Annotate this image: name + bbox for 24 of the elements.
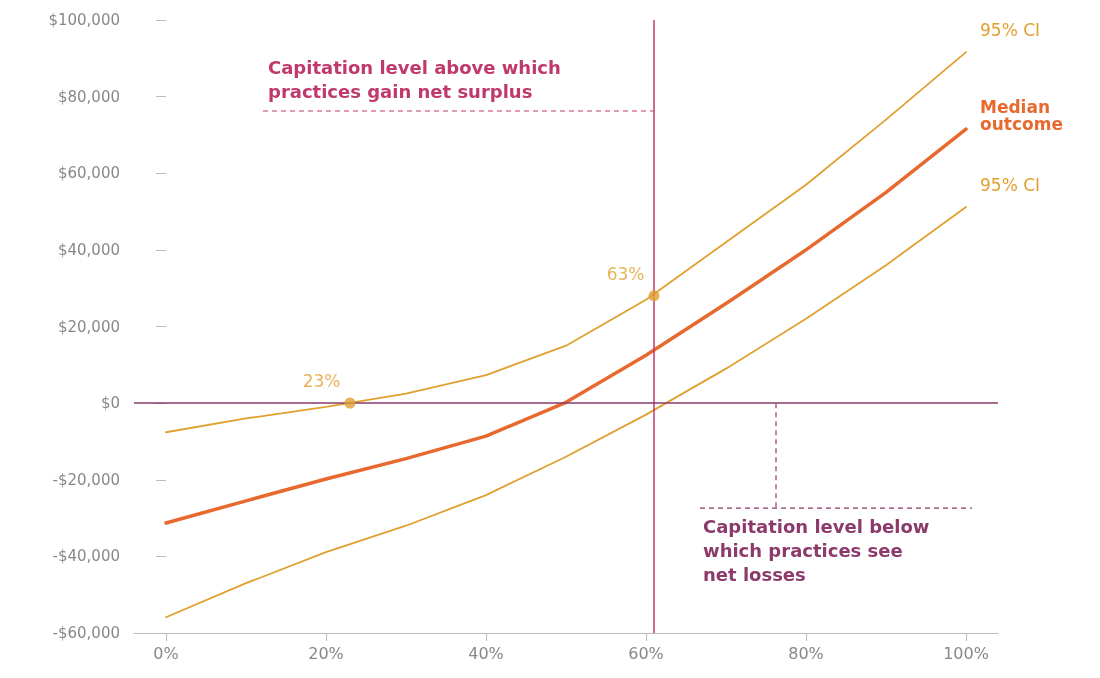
series-label: Median outcome — [980, 96, 1063, 134]
y-tick-label: -$40,000 — [52, 547, 120, 566]
series-label: 95% CI — [980, 174, 1041, 195]
x-tick-label: 0% — [153, 643, 179, 663]
line-series — [165, 206, 967, 619]
x-tick-label: 100% — [943, 643, 989, 663]
annotation: 23% — [302, 371, 341, 392]
annotation: 63% — [606, 263, 645, 284]
line-series — [165, 51, 967, 434]
y-tick-label: $40,000 — [57, 240, 120, 259]
ref-line-label: Capitation level below which practices see net losses — [703, 515, 930, 585]
y-tick-label: -$20,000 — [52, 470, 120, 489]
x-tick-label: 80% — [788, 643, 824, 663]
series-label: 95% CI — [980, 20, 1041, 41]
y-tick-label: $20,000 — [57, 317, 120, 336]
x-tick-label: 20% — [308, 643, 344, 663]
y-tick-label: $100,000 — [48, 11, 120, 29]
x-tick-label: 60% — [628, 643, 664, 663]
y-tick-label: $0 — [100, 394, 120, 413]
y-tick-label: $60,000 — [57, 164, 120, 183]
y-tick-label: $80,000 — [57, 87, 120, 106]
ref-line-label: Capitation level above which practices gain net surplus — [268, 56, 561, 102]
y-tick-label: -$60,000 — [52, 624, 120, 642]
x-tick-label: 40% — [468, 643, 504, 663]
